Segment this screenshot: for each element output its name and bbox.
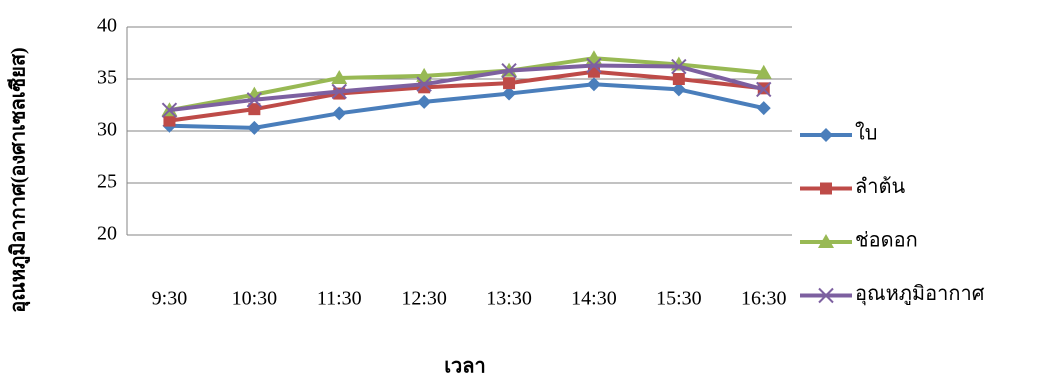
legend-label: ลำต้น — [855, 176, 905, 198]
marker — [161, 102, 178, 118]
x-tick-label: 10:30 — [232, 288, 278, 310]
y-tick-label: 25 — [97, 171, 117, 193]
series-line — [169, 82, 765, 130]
marker — [818, 287, 834, 304]
series-line — [169, 56, 764, 113]
marker — [331, 83, 347, 100]
marker — [819, 128, 833, 142]
y-tick-label: 35 — [97, 67, 117, 89]
marker — [417, 94, 432, 109]
x-tick-label: 16:30 — [741, 288, 787, 310]
x-axis-title: เวลา — [444, 356, 486, 378]
marker — [246, 92, 263, 108]
marker — [756, 81, 772, 98]
series-line — [169, 63, 765, 113]
legend-label: ใบ — [855, 122, 877, 145]
marker — [755, 64, 772, 79]
legend-label: อุณหภูมิอากาศ — [855, 283, 985, 306]
series-line — [169, 69, 764, 123]
y-tick-label: 20 — [97, 223, 117, 245]
marker — [820, 182, 832, 195]
marker — [501, 62, 517, 79]
marker — [586, 57, 602, 74]
marker — [756, 101, 771, 116]
x-tick-label: 12:30 — [401, 288, 447, 310]
y-tick-label: 40 — [97, 15, 117, 37]
marker — [416, 67, 433, 82]
marker — [332, 106, 347, 121]
y-tick-label: 30 — [97, 119, 117, 141]
marker — [331, 69, 348, 84]
marker — [163, 114, 176, 127]
x-tick-label: 9:30 — [152, 288, 188, 310]
marker — [247, 120, 262, 135]
marker — [672, 73, 685, 85]
legend-label: ช่อดอก — [855, 230, 918, 252]
marker — [502, 86, 517, 101]
y-axis-title: อุณหภูมิอากาศ(องศาเซลเซียส) — [7, 47, 32, 312]
marker — [503, 77, 516, 90]
x-tick-label: 14:30 — [571, 288, 617, 310]
marker — [818, 234, 834, 248]
x-tick-label: 13:30 — [486, 288, 532, 310]
marker — [248, 103, 261, 116]
marker — [671, 58, 687, 75]
marker — [416, 76, 432, 92]
marker — [671, 82, 686, 97]
x-tick-label: 15:30 — [656, 288, 702, 310]
x-tick-label: 11:30 — [317, 288, 362, 310]
marker — [586, 77, 601, 92]
